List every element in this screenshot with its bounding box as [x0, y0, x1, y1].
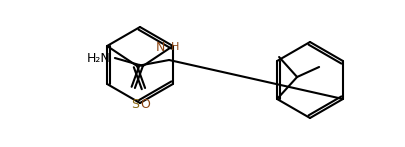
Text: O: O [140, 98, 150, 111]
Text: S: S [130, 98, 139, 111]
Text: H: H [171, 42, 179, 52]
Text: H₂N: H₂N [87, 51, 111, 65]
Text: N: N [156, 41, 165, 54]
